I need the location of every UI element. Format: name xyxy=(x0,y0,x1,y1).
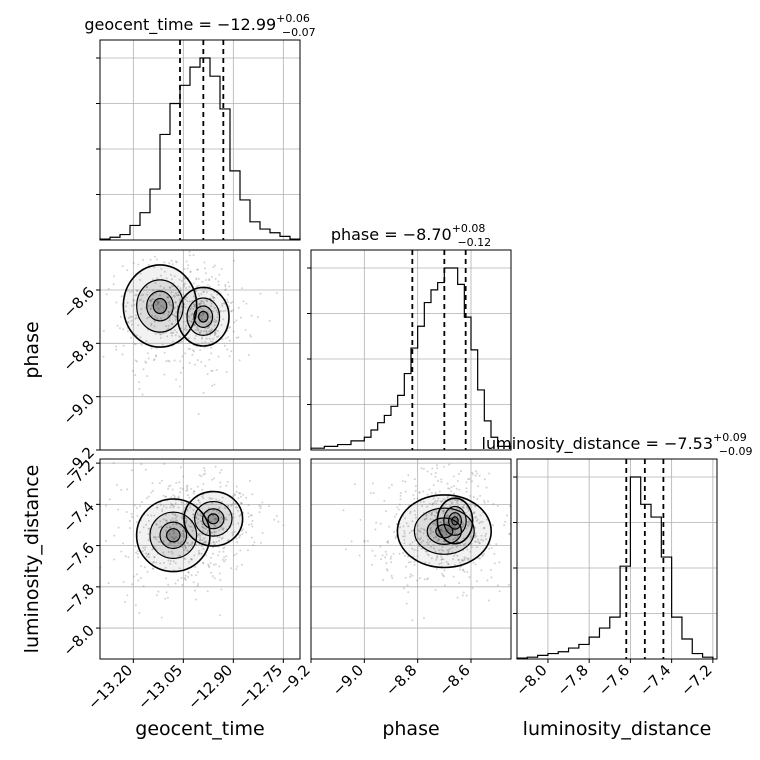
hist-frame-luminosity_distance xyxy=(516,458,718,660)
density-contour-2-0 xyxy=(146,290,174,322)
scatter-panel-luminosity_distance-vs-geocent_time xyxy=(99,458,301,660)
x-tick-label-luminosity_distance-4: −7.2 xyxy=(677,661,715,699)
scatter-frame-2-1 xyxy=(310,458,512,660)
title-plus-luminosity_distance: +0.09 xyxy=(713,431,747,444)
histogram-geocent_time xyxy=(99,57,301,240)
y-tick-label-phase-2: −8.8 xyxy=(60,337,98,375)
x-tick-label-geocent_time-0: −13.20 xyxy=(84,661,136,713)
y-tick-label-phase-3: −8.6 xyxy=(60,283,98,321)
title-minus-phase: −0.12 xyxy=(457,236,491,249)
panel-title-luminosity_distance: luminosity_distance = −7.53+0.09 −0.09 xyxy=(482,431,753,458)
histogram-luminosity_distance xyxy=(516,476,714,659)
hist-panel-luminosity_distance xyxy=(513,458,718,660)
panel-title-phase: phase = −8.70+0.08 −0.12 xyxy=(331,222,491,249)
hist-frame-phase xyxy=(310,249,512,451)
x-tick-label-phase-1: −9.0 xyxy=(329,661,367,699)
density-contour-1-1 xyxy=(194,500,233,537)
y-tick-label-luminosity_distance-1: −7.8 xyxy=(60,580,98,618)
title-plus-geocent_time: +0.06 xyxy=(276,12,310,25)
density-contour-1-0 xyxy=(413,507,475,555)
scatter-frame-2-0 xyxy=(99,458,301,660)
x-axis-label-phase: phase xyxy=(382,718,439,740)
panel-title-geocent_time: geocent_time = −12.99+0.06 −0.07 xyxy=(84,12,315,39)
x-tick-label-phase-3: −8.6 xyxy=(435,661,473,699)
scatter-panel-luminosity_distance-vs-phase xyxy=(310,458,512,660)
title-value-phase: phase = −8.70 xyxy=(331,225,452,244)
y-tick-label-luminosity_distance-0: −8.0 xyxy=(60,621,98,659)
hist-panel-geocent_time xyxy=(96,39,301,241)
title-minus-luminosity_distance: −0.09 xyxy=(719,445,753,458)
x-tick-label-luminosity_distance-3: −7.4 xyxy=(636,661,674,699)
x-tick-label-luminosity_distance-2: −7.6 xyxy=(595,661,633,699)
density-contour-2-1 xyxy=(448,512,463,530)
x-tick-label-phase-2: −8.8 xyxy=(382,661,420,699)
x-tick-label-luminosity_distance-1: −7.8 xyxy=(554,661,592,699)
x-tick-label-phase-0: −9.2 xyxy=(275,661,313,699)
title-minus-geocent_time: −0.07 xyxy=(282,26,316,39)
y-tick-label-luminosity_distance-3: −7.4 xyxy=(60,498,98,536)
density-contour-1-0 xyxy=(136,279,184,333)
title-plus-phase: +0.08 xyxy=(452,222,486,235)
density-contour-0-1 xyxy=(176,286,230,347)
density-contour-0-0 xyxy=(396,494,492,569)
y-tick-label-luminosity_distance-2: −7.6 xyxy=(60,539,98,577)
hist-panel-phase xyxy=(307,249,512,451)
x-tick-label-luminosity_distance-0: −8.0 xyxy=(512,661,550,699)
y-axis-label-phase: phase xyxy=(21,321,43,378)
x-tick-label-geocent_time-1: −13.05 xyxy=(134,661,186,713)
density-contour-1-0 xyxy=(149,511,198,560)
histogram-phase xyxy=(310,267,512,450)
y-tick-label-phase-1: −9.0 xyxy=(60,390,98,428)
scatter-panel-phase-vs-geocent_time xyxy=(99,249,301,451)
scatter-frame-1-0 xyxy=(99,249,301,451)
density-contour-3-1 xyxy=(207,513,220,525)
x-axis-label-geocent_time: geocent_time xyxy=(135,718,264,740)
hist-frame-geocent_time xyxy=(99,39,301,241)
density-contour-2-0 xyxy=(159,521,188,550)
y-axis-label-luminosity_distance: luminosity_distance xyxy=(21,465,43,654)
x-axis-label-luminosity_distance: luminosity_distance xyxy=(523,718,712,740)
density-contour-2-1 xyxy=(193,305,214,328)
density-contour-3-0 xyxy=(166,528,181,543)
density-contour-3-0 xyxy=(435,524,454,539)
density-contour-0-1 xyxy=(183,490,244,547)
density-contour-3-0 xyxy=(152,297,168,315)
density-contour-2-1 xyxy=(202,508,225,530)
x-tick-label-geocent_time-2: −12.90 xyxy=(184,661,236,713)
title-value-geocent_time: geocent_time = −12.99 xyxy=(84,15,276,35)
density-contour-1-1 xyxy=(186,297,221,337)
density-contour-3-1 xyxy=(451,516,459,526)
title-value-luminosity_distance: luminosity_distance = −7.53 xyxy=(482,434,713,454)
density-contour-3-1 xyxy=(198,310,209,323)
